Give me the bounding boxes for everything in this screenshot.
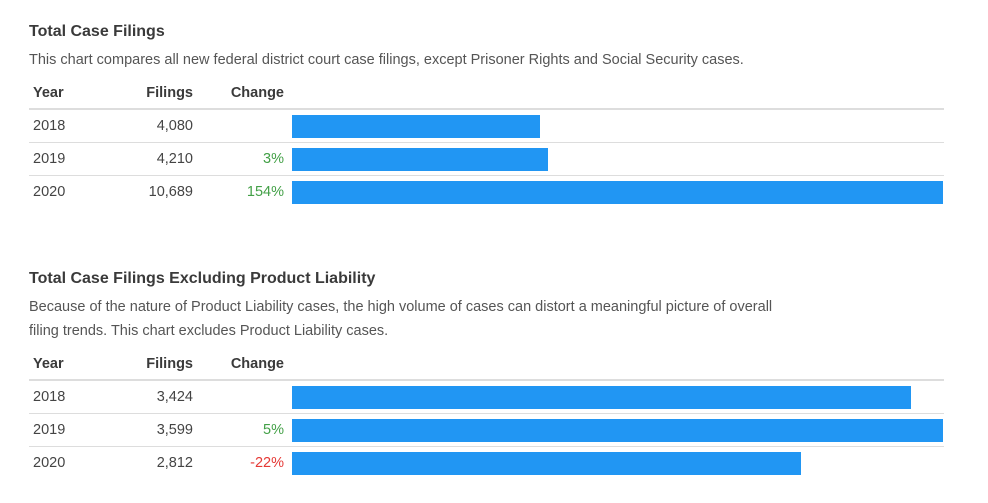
table-row: 2019 3,599 5% [29,413,944,447]
bar-track [292,114,943,138]
change-cell: -22% [250,455,284,471]
change-cell: 154% [246,184,284,200]
year-cell: 2019 [29,413,133,447]
chart-title: Total Case Filings [29,23,165,40]
bar [292,147,549,171]
filings-cell: 10,689 [148,184,193,200]
total-case-filings-section: Total Case Filings This chart compares a… [29,22,944,208]
table-row: 2020 10,689 154% [29,176,944,209]
filings-cell: 3,424 [133,380,193,414]
change-cell [193,109,292,143]
filings-column-header: Filings [133,78,193,110]
bar-track [292,451,943,475]
change-cell [193,380,292,414]
bar [292,385,912,409]
chart-description: This chart compares all new federal dist… [29,52,744,68]
table-header-row: Year Filings Change [29,349,944,381]
bar-track [292,385,943,409]
table-row: 2020 2,812 -22% [29,447,944,480]
filings-cell: 2,812 [156,455,193,471]
year-column-header: Year [29,349,133,381]
bar [292,180,943,204]
year-cell: 2018 [29,109,133,143]
table-row: 2019 4,210 3% [29,142,944,176]
bar-track [292,180,943,204]
year-cell: 2020 [33,455,66,471]
change-column-header: Change [193,349,292,381]
table-row: 2018 4,080 [29,109,944,143]
table-row: 2018 3,424 [29,380,944,414]
bar [292,451,801,475]
year-cell: 2019 [29,142,133,176]
chart-description: Because of the nature of Product Liabili… [29,299,773,339]
year-cell: 2018 [29,380,133,414]
filings-excluding-product-liability-section: Total Case Filings Excluding Product Lia… [29,269,944,479]
bar-column-header [292,78,944,110]
table-header-row: Year Filings Change [29,78,944,110]
year-column-header: Year [29,78,133,110]
filings-table: Year Filings Change 2018 3,424 2019 3,59… [29,349,944,479]
change-column-header: Change [193,78,292,110]
change-cell: 3% [193,142,292,176]
bar [292,418,943,442]
filings-cell: 4,080 [133,109,193,143]
year-cell: 2020 [33,184,66,200]
filings-cell: 3,599 [133,413,193,447]
bar [292,114,541,138]
bar-track [292,147,943,171]
bar-column-header [292,349,944,381]
filings-cell: 4,210 [133,142,193,176]
change-cell: 5% [193,413,292,447]
bar-track [292,418,943,442]
chart-title: Total Case Filings Excluding Product Lia… [29,270,376,287]
filings-column-header: Filings [133,349,193,381]
filings-table: Year Filings Change 2018 4,080 2019 4,21… [29,78,944,208]
